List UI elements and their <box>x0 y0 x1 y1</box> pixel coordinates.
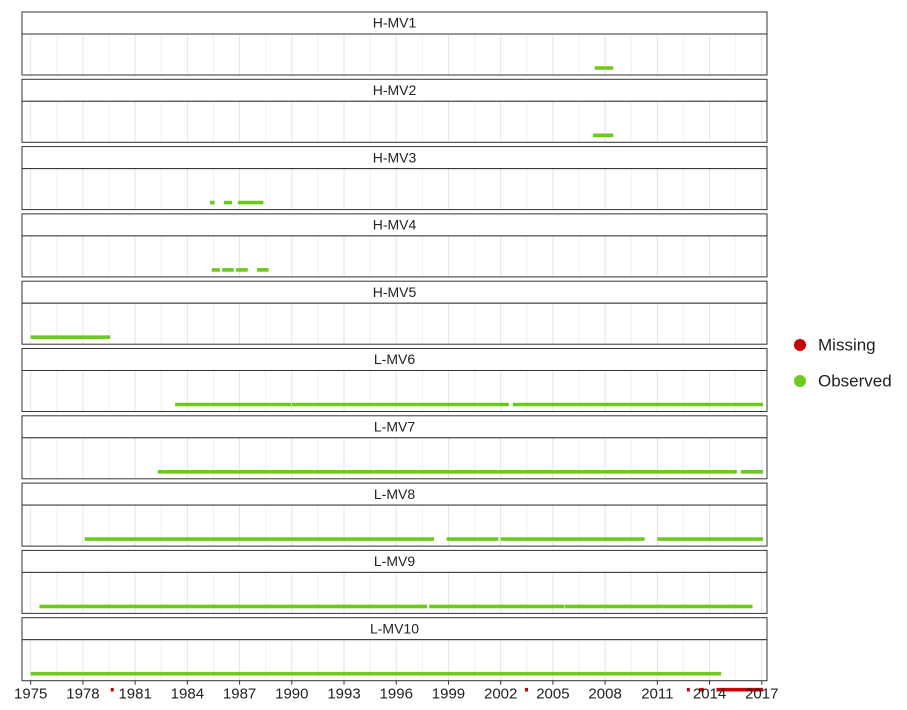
x-tick-label: 2008 <box>588 686 621 703</box>
panel-title: H-MV5 <box>373 284 417 300</box>
panel-border <box>21 302 768 345</box>
x-tick-label: 1990 <box>275 686 308 703</box>
x-tick-label: 2011 <box>641 686 673 703</box>
x-tick-label: 1996 <box>380 686 413 703</box>
panel-title: L-MV9 <box>374 553 415 569</box>
legend-marker <box>794 339 806 351</box>
panel-border <box>21 437 768 480</box>
plot-area <box>22 101 767 143</box>
panel-title: L-MV8 <box>374 486 415 502</box>
x-tick-label: 2017 <box>745 686 778 703</box>
plot-area <box>22 34 767 75</box>
panel-title: L-MV6 <box>374 351 415 367</box>
x-tick-label: 1993 <box>327 686 360 703</box>
x-tick-label: 1975 <box>14 686 47 703</box>
panel-border <box>21 100 768 143</box>
x-tick-label: 1981 <box>118 686 151 703</box>
panel-border <box>21 235 768 278</box>
panel-border <box>21 639 768 682</box>
legend-label: Missing <box>818 335 876 354</box>
panel-border <box>21 370 768 412</box>
panel-title: H-MV3 <box>373 149 417 165</box>
x-tick-label: 2002 <box>484 686 517 703</box>
x-tick-label: 1987 <box>223 686 256 703</box>
legend-label: Observed <box>818 371 892 390</box>
x-tick-label: 2005 <box>536 686 569 703</box>
legend-marker <box>794 375 806 387</box>
plot-area <box>22 168 767 210</box>
panel-title: H-MV1 <box>373 15 417 31</box>
panel-title: L-MV7 <box>374 419 415 435</box>
x-tick-label: 1984 <box>171 686 204 703</box>
x-tick-label: 2014 <box>693 686 726 703</box>
panel-border <box>21 571 768 614</box>
panel-border <box>21 33 768 76</box>
plot-area <box>22 303 767 345</box>
panel-title: L-MV10 <box>370 620 419 636</box>
x-tick-label: 1978 <box>66 686 99 703</box>
panel-title: H-MV4 <box>373 217 417 233</box>
panel-title: H-MV2 <box>373 82 417 98</box>
plot-area <box>22 235 767 277</box>
panel-border <box>21 504 768 547</box>
x-tick-label: 1999 <box>432 686 465 703</box>
panel-border <box>21 168 768 211</box>
